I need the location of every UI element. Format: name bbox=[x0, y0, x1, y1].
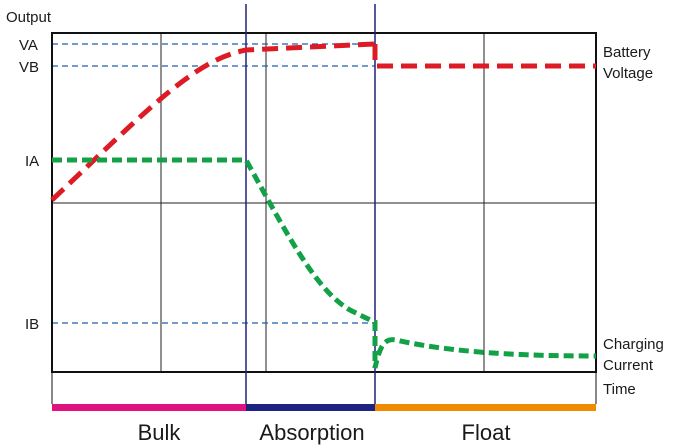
battery-voltage-curve bbox=[50, 41, 376, 202]
voltage-label-line1: Battery bbox=[603, 44, 651, 61]
voltage-label-line2: Voltage bbox=[603, 65, 653, 82]
phase-label-bulk: Bulk bbox=[138, 420, 182, 445]
phase-bar-bulk bbox=[52, 404, 246, 411]
phase-bar-absorption bbox=[246, 404, 375, 411]
phase-dividers bbox=[245, 4, 376, 407]
level-label-ib: IB bbox=[25, 316, 39, 333]
current-label-line1: Charging bbox=[603, 336, 664, 353]
level-guides bbox=[52, 43, 375, 324]
level-label-ia: IA bbox=[25, 153, 39, 170]
current-label-line2: Current bbox=[603, 357, 654, 374]
level-label-vb: VB bbox=[19, 59, 39, 76]
level-label-va: VA bbox=[19, 37, 38, 54]
grid bbox=[52, 33, 596, 372]
plot-frame bbox=[51, 32, 597, 373]
phase-bar-float bbox=[375, 404, 596, 411]
x-axis-title: Time bbox=[603, 381, 636, 398]
battery-voltage-float-segment bbox=[372, 44, 596, 69]
charging-current-curve bbox=[52, 157, 597, 369]
y-axis-title: Output bbox=[6, 9, 52, 26]
phase-label-absorption: Absorption bbox=[259, 420, 364, 445]
phase-label-float: Float bbox=[462, 420, 511, 445]
